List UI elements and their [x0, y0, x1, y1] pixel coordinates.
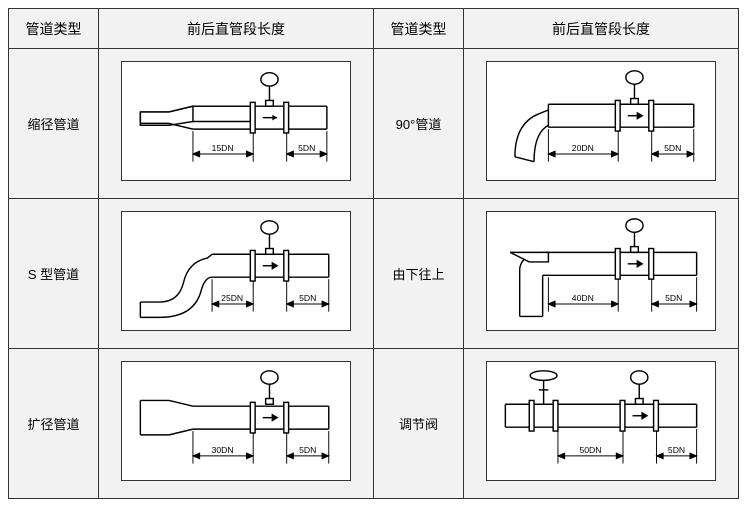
row1-right-label: 由下往上	[374, 199, 464, 349]
dim-down: 5DN	[299, 293, 316, 303]
row1-left-diagram: 25DN 5DN	[99, 199, 374, 349]
dim-down: 5DN	[299, 445, 316, 455]
table-row: 缩径管道	[9, 49, 739, 199]
dim-down: 5DN	[664, 143, 681, 153]
dim-up: 40DN	[572, 293, 594, 303]
header-row: 管道类型 前后直管段长度 管道类型 前后直管段长度	[9, 9, 739, 49]
row1-right-diagram: 40DN 5DN	[464, 199, 739, 349]
row2-left-label: 扩径管道	[9, 349, 99, 499]
dim-up: 20DN	[572, 143, 594, 153]
header-2: 前后直管段长度	[99, 9, 374, 49]
row0-left-label: 缩径管道	[9, 49, 99, 199]
row2-right-diagram: 50DN 5DN	[464, 349, 739, 499]
dim-up: 15DN	[212, 143, 234, 153]
header-1: 管道类型	[9, 9, 99, 49]
dim-up: 25DN	[221, 293, 243, 303]
diagram-bottom-up: 40DN 5DN	[486, 211, 716, 331]
dim-down: 5DN	[665, 293, 682, 303]
dim-up: 50DN	[579, 445, 601, 455]
diagram-expanding-pipe: 30DN 5DN	[121, 361, 351, 481]
header-3: 管道类型	[374, 9, 464, 49]
dim-down: 5DN	[298, 143, 315, 153]
row0-right-diagram: 20DN 5DN	[464, 49, 739, 199]
diagram-reducing-pipe: 15DN 5DN	[121, 61, 351, 181]
table-row: 扩径管道	[9, 349, 739, 499]
diagram-s-pipe: 25DN 5DN	[121, 211, 351, 331]
row2-right-label: 调节阀	[374, 349, 464, 499]
row0-left-diagram: 15DN 5DN	[99, 49, 374, 199]
row1-left-label: S 型管道	[9, 199, 99, 349]
dim-up: 30DN	[212, 445, 234, 455]
table-row: S 型管道	[9, 199, 739, 349]
pipe-table: 管道类型 前后直管段长度 管道类型 前后直管段长度 缩径管道	[8, 8, 739, 499]
diagram-90-elbow: 20DN 5DN	[486, 61, 716, 181]
header-4: 前后直管段长度	[464, 9, 739, 49]
row0-right-label: 90°管道	[374, 49, 464, 199]
row2-left-diagram: 30DN 5DN	[99, 349, 374, 499]
dim-down: 5DN	[668, 445, 685, 455]
diagram-control-valve: 50DN 5DN	[486, 361, 716, 481]
